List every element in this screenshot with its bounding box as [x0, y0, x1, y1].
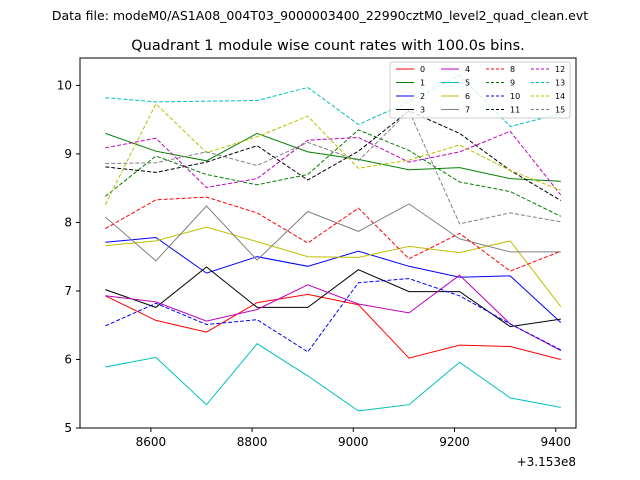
legend-label-11: 11 [510, 106, 520, 115]
chart-title: Quadrant 1 module wise count rates with … [131, 38, 525, 54]
x-tick-label: 8800 [237, 435, 268, 449]
legend-label-9: 9 [510, 79, 515, 88]
legend-label-0: 0 [420, 65, 425, 74]
x-offset-label: +3.153e8 [517, 455, 576, 469]
y-tick-label: 7 [64, 284, 72, 298]
series-line-12 [105, 130, 562, 196]
legend-label-13: 13 [555, 79, 565, 88]
legend-label-6: 6 [465, 92, 470, 101]
series-line-3 [105, 266, 561, 328]
series-line-14 [104, 103, 561, 205]
y-tick-label: 8 [64, 215, 72, 229]
y-tick-label: 9 [64, 147, 72, 161]
legend-label-15: 15 [555, 106, 565, 115]
legend-label-10: 10 [510, 92, 520, 101]
series-layer [104, 74, 562, 412]
legend-label-8: 8 [510, 65, 515, 74]
y-tick-label: 6 [64, 352, 72, 366]
series-line-4 [105, 274, 562, 352]
legend-label-14: 14 [555, 92, 565, 101]
y-tick-label: 10 [57, 78, 72, 92]
x-tick-label: 9400 [540, 435, 571, 449]
legend-label-5: 5 [465, 79, 470, 88]
legend-box [389, 61, 571, 119]
series-line-9 [104, 129, 562, 217]
series-line-7 [104, 203, 561, 262]
series-line-0 [105, 293, 561, 360]
series-line-1 [105, 132, 561, 182]
series-line-15 [105, 109, 561, 225]
legend-label-4: 4 [465, 65, 470, 74]
y-tick-label: 5 [64, 421, 72, 435]
series-line-11 [105, 110, 562, 201]
series-line-5 [105, 343, 561, 412]
legend-label-7: 7 [465, 106, 470, 115]
plot-frame [79, 57, 577, 429]
x-tick-label: 9200 [439, 435, 470, 449]
legend-label-2: 2 [420, 92, 425, 101]
suptitle: Data file: modeM0/AS1A08_004T03_90000034… [52, 8, 588, 23]
series-line-10 [105, 278, 562, 353]
legend-label-12: 12 [555, 65, 565, 74]
legend-label-3: 3 [420, 106, 425, 115]
legend-label-1: 1 [420, 79, 425, 88]
x-tick-label: 9000 [338, 435, 369, 449]
series-line-2 [105, 236, 562, 323]
x-tick-label: 8600 [136, 435, 167, 449]
